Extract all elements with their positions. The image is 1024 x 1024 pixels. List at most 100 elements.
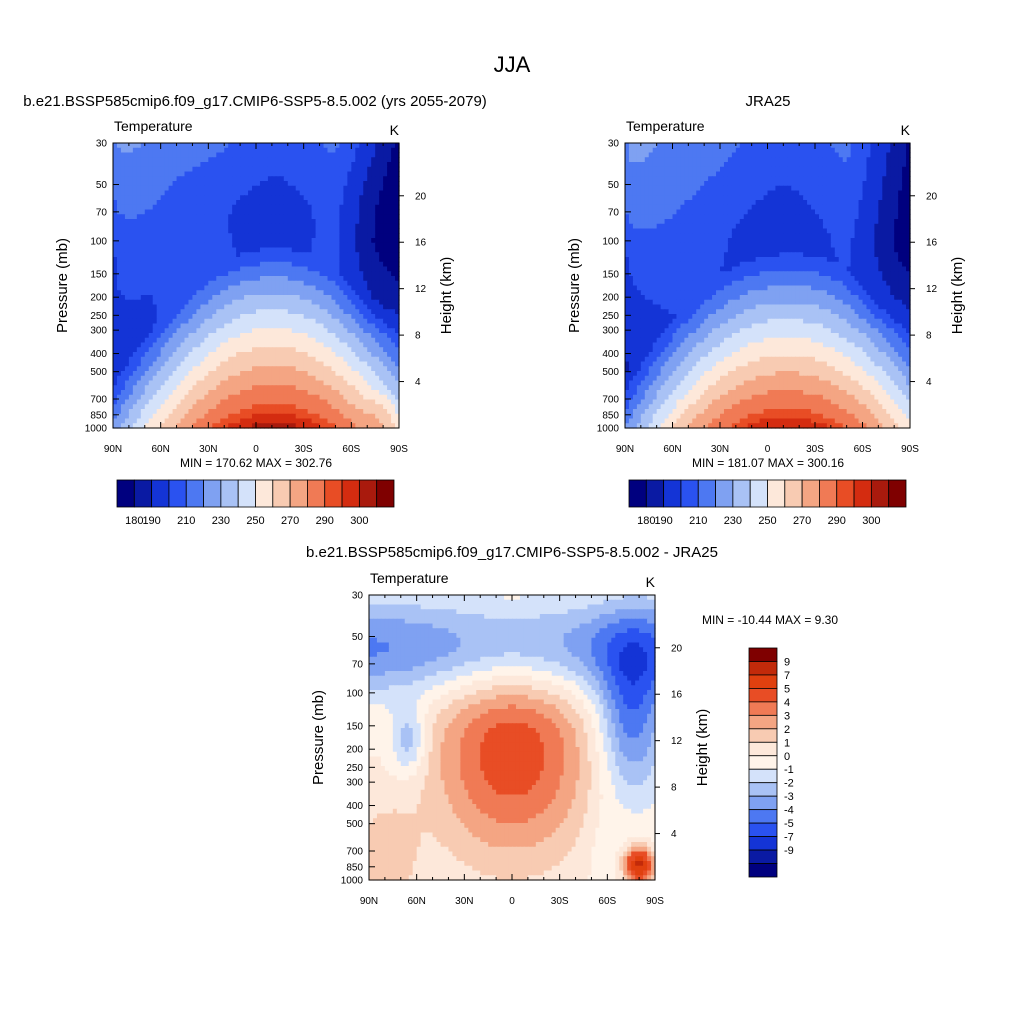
heatmap-cell bbox=[156, 375, 162, 382]
heatmap-cell bbox=[882, 147, 887, 154]
heatmap-cell bbox=[204, 181, 209, 187]
heatmap-cell bbox=[347, 181, 352, 187]
heatmap-cell bbox=[172, 190, 178, 196]
heatmap-cell bbox=[113, 147, 118, 154]
heatmap-cell bbox=[184, 337, 190, 344]
heatmap-cell bbox=[668, 157, 674, 163]
heatmap-cell bbox=[327, 323, 333, 329]
heatmap-cell bbox=[196, 375, 201, 382]
heatmap-cell bbox=[248, 375, 253, 382]
heatmap-cell bbox=[287, 200, 293, 206]
heatmap-cell bbox=[136, 219, 142, 225]
heatmap-cell bbox=[367, 323, 372, 329]
heatmap-cell bbox=[200, 276, 205, 282]
heatmap-cell bbox=[216, 209, 221, 215]
heatmap-cell bbox=[259, 252, 265, 258]
heatmap-cell bbox=[120, 290, 126, 296]
heatmap-cell bbox=[236, 409, 241, 415]
heatmap-cell bbox=[898, 157, 903, 163]
heatmap-cell bbox=[275, 309, 281, 315]
heatmap-cell bbox=[731, 143, 737, 149]
heatmap-cell bbox=[902, 171, 907, 177]
heatmap-cell bbox=[303, 280, 309, 287]
heatmap-cell bbox=[355, 309, 360, 315]
heatmap-cell bbox=[299, 162, 305, 168]
heatmap-cell bbox=[339, 366, 344, 372]
heatmap-cell bbox=[379, 209, 384, 215]
heatmap-cell bbox=[271, 337, 277, 344]
heatmap-cell bbox=[188, 162, 194, 168]
heatmap-cell bbox=[252, 252, 257, 258]
heatmap-cell bbox=[906, 143, 911, 149]
heatmap-cell bbox=[391, 285, 396, 291]
heatmap-cell bbox=[323, 371, 329, 377]
heatmap-cell bbox=[113, 314, 118, 320]
heatmap-cell bbox=[259, 228, 265, 234]
heatmap-cell bbox=[224, 276, 229, 282]
heatmap-cell bbox=[375, 152, 380, 158]
heatmap-cell bbox=[291, 385, 297, 391]
heatmap-cell bbox=[168, 399, 174, 405]
heatmap-cell bbox=[259, 413, 265, 420]
heatmap-cell bbox=[220, 366, 225, 372]
heatmap-cell bbox=[180, 333, 186, 339]
heatmap-cell bbox=[140, 375, 146, 382]
heatmap-cell bbox=[156, 276, 162, 282]
heatmap-cell bbox=[731, 152, 737, 158]
heatmap-cell bbox=[192, 366, 198, 372]
heatmap-cell bbox=[113, 280, 118, 287]
heatmap-cell bbox=[283, 385, 289, 391]
heatmap-cell bbox=[363, 276, 368, 282]
heatmap-cell bbox=[375, 361, 380, 367]
heatmap-cell bbox=[319, 242, 325, 249]
heatmap-cell bbox=[391, 295, 396, 301]
heatmap-cell bbox=[236, 366, 241, 372]
heatmap-cell bbox=[224, 380, 229, 386]
heatmap-cell bbox=[132, 176, 138, 182]
heatmap-cell bbox=[224, 337, 229, 344]
heatmap-cell bbox=[327, 385, 333, 391]
heatmap-cell bbox=[299, 228, 305, 234]
heatmap-cell bbox=[136, 318, 142, 325]
heatmap-cell bbox=[363, 147, 368, 154]
heatmap-cell bbox=[818, 152, 824, 158]
heatmap-cell bbox=[383, 318, 388, 325]
heatmap-cell bbox=[375, 238, 380, 244]
heatmap-cell bbox=[252, 314, 257, 320]
heatmap-cell bbox=[220, 409, 225, 415]
heatmap-cell bbox=[124, 209, 130, 215]
heatmap-cell bbox=[347, 371, 352, 377]
heatmap-cell bbox=[279, 390, 285, 396]
heatmap-cell bbox=[391, 200, 396, 206]
heatmap-cell bbox=[196, 171, 201, 177]
heatmap-cell bbox=[303, 347, 309, 353]
heatmap-cell bbox=[359, 423, 364, 429]
heatmap-cell bbox=[124, 204, 130, 211]
heatmap-cell bbox=[822, 152, 828, 158]
heatmap-cell bbox=[672, 147, 678, 154]
heatmap-cell bbox=[335, 295, 341, 301]
heatmap-cell bbox=[156, 314, 162, 320]
heatmap-cell bbox=[172, 413, 178, 420]
heatmap-cell bbox=[287, 375, 293, 382]
heatmap-cell bbox=[140, 233, 146, 239]
heatmap-cell bbox=[335, 413, 341, 420]
heatmap-cell bbox=[128, 157, 134, 163]
heatmap-cell bbox=[367, 261, 372, 268]
heatmap-cell bbox=[188, 390, 194, 396]
heatmap-cell bbox=[208, 418, 213, 424]
heatmap-cell bbox=[176, 390, 182, 396]
heatmap-cell bbox=[232, 200, 237, 206]
heatmap-cell bbox=[168, 318, 174, 325]
heatmap-cell bbox=[375, 266, 380, 272]
heatmap-cell bbox=[176, 200, 182, 206]
heatmap-cell bbox=[208, 261, 213, 268]
heatmap-cell bbox=[367, 266, 372, 272]
heatmap-cell bbox=[116, 209, 122, 215]
heatmap-cell bbox=[343, 409, 348, 415]
heatmap-cell bbox=[200, 333, 205, 339]
heatmap-cell bbox=[287, 342, 293, 348]
heatmap-cell bbox=[113, 318, 118, 325]
heatmap-cell bbox=[271, 143, 277, 149]
heatmap-cell bbox=[160, 304, 166, 310]
